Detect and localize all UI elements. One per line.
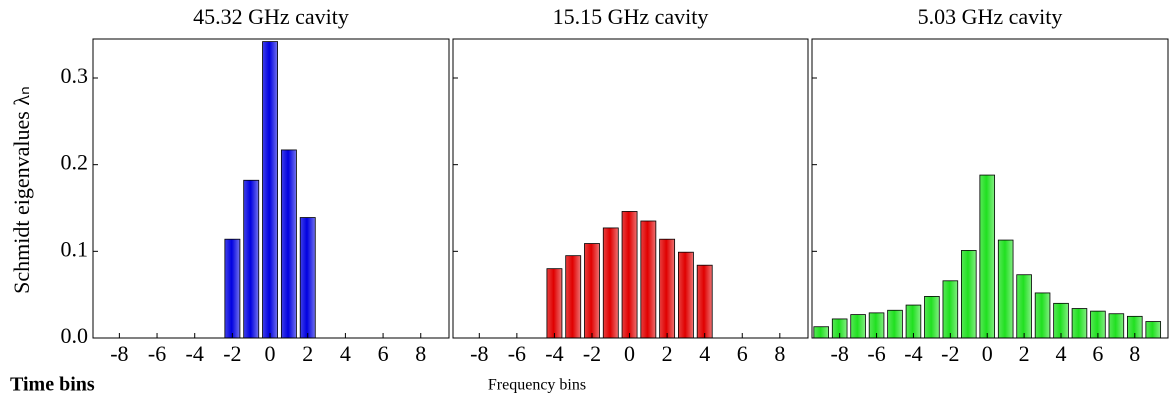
bar: [997, 239, 1014, 339]
bar: [299, 217, 316, 339]
bar: [677, 251, 694, 339]
bar: [1145, 321, 1162, 339]
x-tick-label: -6: [867, 341, 885, 366]
bar: [813, 326, 830, 339]
bar: [1071, 308, 1088, 339]
bar: [659, 238, 676, 339]
x-tick-label: -2: [223, 341, 241, 366]
x-tick-label: -6: [508, 341, 526, 366]
x-tick-label: 0: [982, 341, 993, 366]
bar: [1016, 274, 1032, 339]
bar: [1034, 292, 1051, 339]
x-tick-label: -2: [941, 341, 959, 366]
x-tick-label: 4: [340, 341, 351, 366]
x-tick-label: 2: [662, 341, 673, 366]
bar: [602, 227, 619, 339]
bar: [262, 41, 278, 339]
x-tick-label: -2: [583, 341, 601, 366]
x-tick-label: -8: [470, 341, 488, 366]
x-tick-label: -8: [110, 341, 128, 366]
bar: [565, 255, 582, 339]
panel-title: 5.03 GHz cavity: [918, 4, 1063, 29]
x-tick-label: 0: [624, 341, 635, 366]
x-tick-label: 4: [699, 341, 710, 366]
bar: [1108, 313, 1125, 339]
annotation: Time bins: [10, 374, 95, 396]
panel-title: 15.15 GHz cavity: [553, 4, 709, 29]
x-tick-label: 8: [415, 341, 426, 366]
bar: [280, 149, 297, 339]
y-axis-label: Schmidt eigenvalues λₙ: [9, 86, 34, 294]
x-axis-label: Frequency bins: [488, 377, 586, 394]
x-tick-label: -6: [148, 341, 166, 366]
bar: [243, 179, 260, 339]
x-tick-label: 0: [265, 341, 276, 366]
bar: [942, 280, 959, 339]
panel-frame: [452, 38, 809, 339]
x-tick-label: -4: [904, 341, 922, 366]
x-tick-label: -8: [831, 341, 849, 366]
bar: [979, 174, 996, 339]
panel-frame: [811, 38, 1169, 339]
bar: [1053, 302, 1069, 339]
bar: [924, 295, 940, 339]
bar: [640, 220, 657, 339]
bar: [961, 250, 977, 339]
bar: [584, 243, 600, 339]
x-tick-label: 6: [737, 341, 748, 366]
bar: [696, 264, 713, 339]
x-tick-label: 6: [378, 341, 389, 366]
bar: [887, 309, 903, 339]
x-tick-label: 8: [1129, 341, 1140, 366]
bar: [621, 211, 638, 339]
x-tick-label: 8: [774, 341, 785, 366]
y-tick-label: 0.3: [61, 63, 89, 88]
panel-frame: [92, 38, 450, 339]
x-tick-label: 2: [302, 341, 313, 366]
x-tick-label: 2: [1019, 341, 1030, 366]
y-tick-label: 0.1: [61, 236, 89, 261]
x-tick-label: -4: [545, 341, 563, 366]
bar: [546, 268, 563, 339]
panel-title: 45.32 GHz cavity: [193, 4, 349, 29]
x-tick-label: 6: [1092, 341, 1103, 366]
bar: [850, 314, 866, 339]
x-tick-label: -4: [186, 341, 204, 366]
y-tick-label: 0.0: [61, 323, 89, 348]
x-tick-label: 4: [1056, 341, 1067, 366]
y-tick-label: 0.2: [61, 150, 89, 175]
bar: [224, 238, 241, 339]
